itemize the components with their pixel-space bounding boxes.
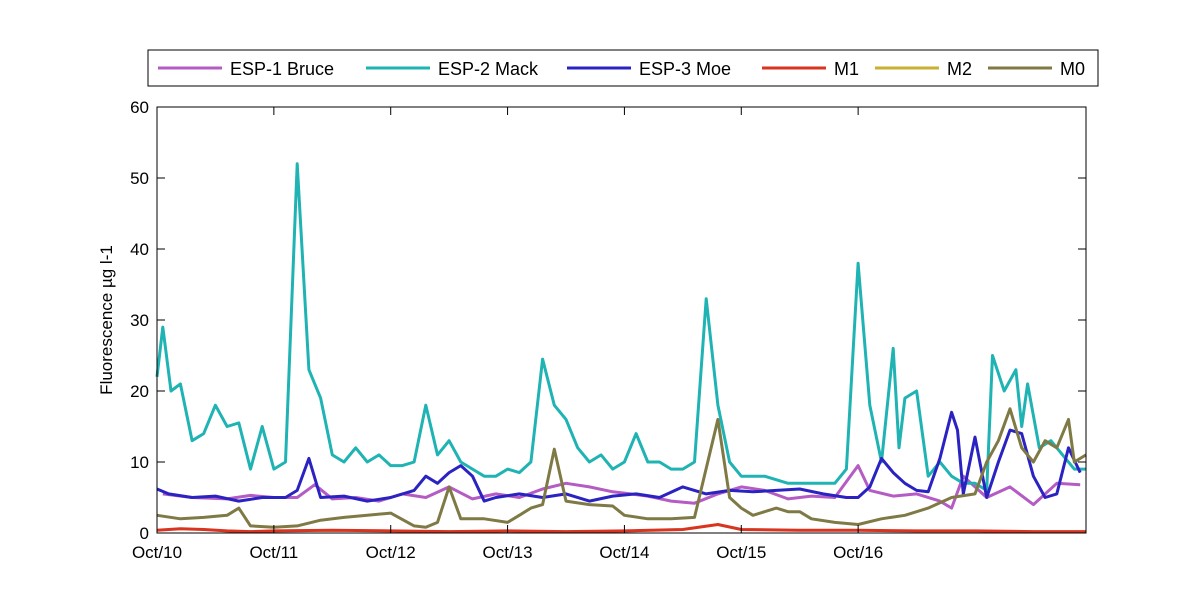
x-tick-label: Oct/10 xyxy=(132,543,182,562)
y-tick-label: 30 xyxy=(130,311,149,330)
series-line-5 xyxy=(156,407,1087,529)
y-tick-label: 0 xyxy=(140,524,149,543)
legend-label-5: M0 xyxy=(1060,59,1085,79)
y-tick-label: 50 xyxy=(130,169,149,188)
x-tick-label: Oct/15 xyxy=(716,543,766,562)
y-tick-label: 10 xyxy=(130,453,149,472)
y-tick-label: 40 xyxy=(130,240,149,259)
x-tick-label: Oct/12 xyxy=(366,543,416,562)
x-tick-label: Oct/16 xyxy=(833,543,883,562)
y-tick-label: 60 xyxy=(130,98,149,117)
legend-label-0: ESP-1 Bruce xyxy=(230,59,334,79)
plot-area: 0 10 20 30 40 50 60 Oct/10 Oct/11 Oct/12 Oct/13 Oct… xyxy=(130,98,1087,562)
legend-label-1: ESP-2 Mack xyxy=(438,59,539,79)
legend-label-2: ESP-3 Moe xyxy=(639,59,731,79)
x-tick-label: Oct/13 xyxy=(483,543,533,562)
series-line-2 xyxy=(156,410,1082,503)
legend-label-3: M1 xyxy=(834,59,859,79)
legend-label-4: M2 xyxy=(947,59,972,79)
series-line-3 xyxy=(156,523,1086,534)
y-tick-label: 20 xyxy=(130,382,149,401)
series-layer xyxy=(155,162,1087,534)
chart-legend: ESP-1 Bruce ESP-2 Mack ESP-3 Moe M1 M2 M0 xyxy=(147,49,1099,87)
y-axis-label: Fluorescence µg l-1 xyxy=(97,245,116,395)
x-tick-label: Oct/11 xyxy=(249,543,298,562)
x-tick-label: Oct/14 xyxy=(599,543,649,562)
axis-ticks: 0 10 20 30 40 50 60 Oct/10 Oct/11 Oct/12 Oct/13 Oct… xyxy=(130,98,1086,562)
series-line-1 xyxy=(155,162,1086,492)
